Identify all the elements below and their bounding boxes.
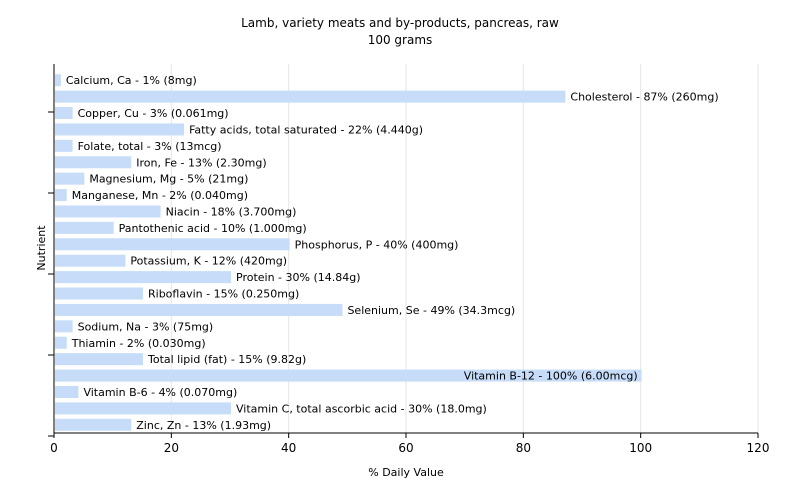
bar xyxy=(55,287,143,300)
bar xyxy=(55,172,85,185)
x-tick-label: 60 xyxy=(398,441,413,455)
bar-label: Potassium, K - 12% (420mg) xyxy=(130,255,287,268)
bar xyxy=(55,353,143,366)
bar-label: Protein - 30% (14.84g) xyxy=(236,271,361,284)
x-tick-label: 20 xyxy=(164,441,179,455)
bar xyxy=(55,189,67,202)
y-axis-title: Nutrient xyxy=(35,225,48,271)
bar-label: Selenium, Se - 49% (34.3mcg) xyxy=(347,304,515,317)
bar-label: Magnesium, Mg - 5% (21mg) xyxy=(89,173,248,186)
bar-label: Vitamin B-12 - 100% (6.00mcg) xyxy=(464,370,638,383)
bar xyxy=(55,418,132,431)
x-tick-label: 120 xyxy=(747,441,770,455)
bar xyxy=(55,156,132,169)
bar-label: Copper, Cu - 3% (0.061mg) xyxy=(78,107,229,120)
bar xyxy=(55,385,79,398)
bar xyxy=(55,320,73,333)
bar xyxy=(55,221,114,234)
bar-label: Vitamin C, total ascorbic acid - 30% (18… xyxy=(236,402,487,415)
x-tick-label: 100 xyxy=(629,441,652,455)
bar xyxy=(55,336,67,349)
bar-label: Riboflavin - 15% (0.250mg) xyxy=(148,288,299,301)
bar-label: Niacin - 18% (3.700mg) xyxy=(166,205,297,218)
bar xyxy=(55,271,231,284)
bar-label: Cholesterol - 87% (260mg) xyxy=(570,91,718,104)
bar-label: Iron, Fe - 13% (2.30mg) xyxy=(136,156,266,169)
x-tick-label: 40 xyxy=(281,441,296,455)
bar xyxy=(55,74,61,87)
chart-subtitle: 100 grams xyxy=(368,33,433,47)
bar-label: Pantothenic acid - 10% (1.000mg) xyxy=(119,222,307,235)
bar-label: Phosphorus, P - 40% (400mg) xyxy=(295,238,459,251)
bar xyxy=(55,254,126,267)
bar xyxy=(55,303,343,316)
bar-label: Calcium, Ca - 1% (8mg) xyxy=(66,74,197,87)
bar-label: Zinc, Zn - 13% (1.93mg) xyxy=(136,419,271,432)
bar xyxy=(55,369,642,382)
bar xyxy=(55,238,290,251)
chart-title: Lamb, variety meats and by-products, pan… xyxy=(241,16,559,30)
bar-label: Folate, total - 3% (13mcg) xyxy=(78,140,222,153)
bars: Calcium, Ca - 1% (8mg) Cholesterol - 87% … xyxy=(55,74,719,432)
bar-label: Total lipid (fat) - 15% (9.82g) xyxy=(147,353,306,366)
bar xyxy=(55,123,185,136)
bar-label: Sodium, Na - 3% (75mg) xyxy=(78,320,214,333)
axes: 0 20 40 60 80 100 120 xyxy=(48,64,769,455)
bar xyxy=(55,205,161,218)
bar-label: Vitamin B-6 - 4% (0.070mg) xyxy=(83,386,237,399)
bar-label: Thiamin - 2% (0.030mg) xyxy=(71,337,206,350)
bar xyxy=(55,139,73,152)
x-tick-label: 0 xyxy=(50,441,58,455)
x-tick-label: 80 xyxy=(516,441,531,455)
bar xyxy=(55,107,73,120)
bar xyxy=(55,402,231,415)
bar-label: Fatty acids, total saturated - 22% (4.44… xyxy=(189,123,423,136)
bar xyxy=(55,90,566,103)
x-axis-title: % Daily Value xyxy=(368,466,444,479)
bar-label: Manganese, Mn - 2% (0.040mg) xyxy=(72,189,248,202)
